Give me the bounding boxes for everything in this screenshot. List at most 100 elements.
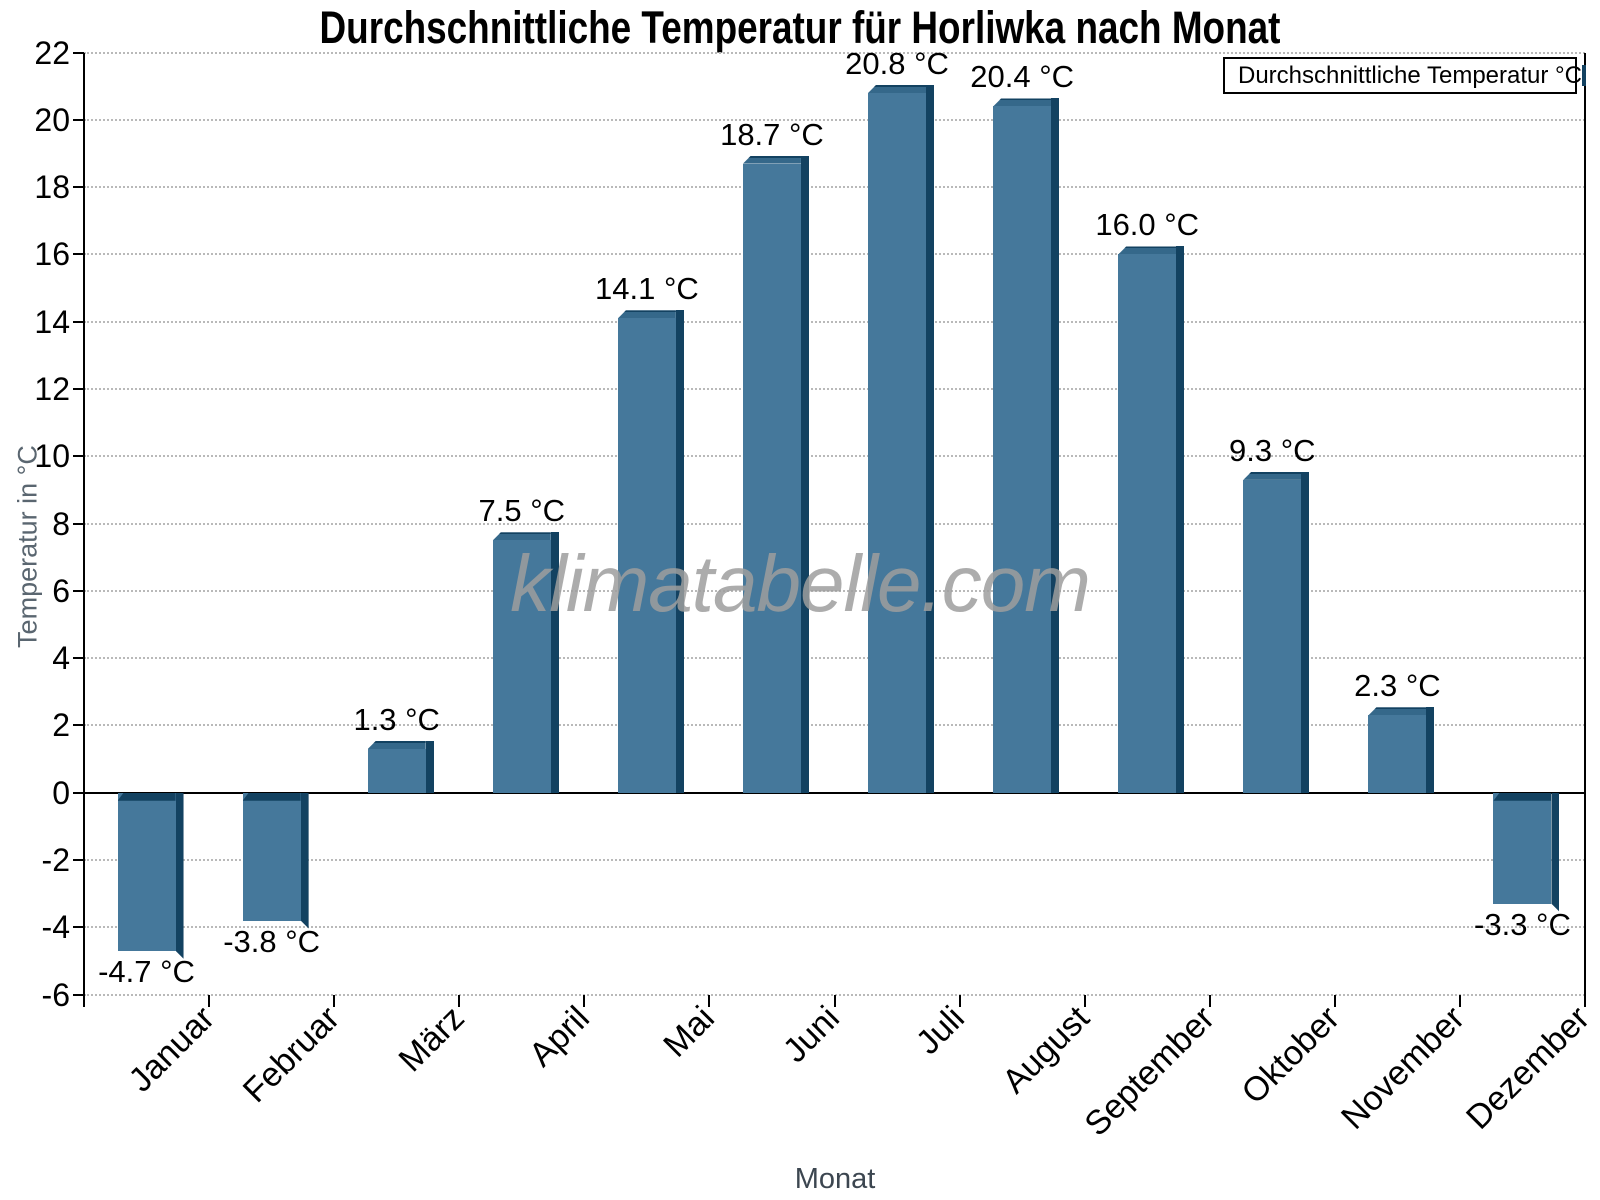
bar-value-label-juli: 20.8 °C: [845, 45, 949, 81]
x-tick-7: [958, 994, 961, 1007]
y-tick--6: [73, 993, 84, 996]
y-tick--2: [73, 858, 84, 861]
x-tick-11: [1458, 994, 1461, 1007]
gridline-20: [84, 118, 1585, 121]
chart-title: Durchschnittliche Temperatur für Horliwk…: [319, 2, 1281, 53]
bar-juli: [868, 84, 935, 793]
y-tick-20: [73, 118, 84, 121]
gridline-14: [84, 320, 1585, 323]
y-tick-14: [73, 320, 84, 323]
bar-face: [742, 163, 801, 793]
y-tick-label--2: -2: [41, 841, 70, 878]
x-tick-10: [1333, 994, 1336, 1007]
bar-value-label-april: 7.5 °C: [478, 493, 566, 529]
gridline--4: [84, 926, 1585, 929]
bar-value-label-oktober: 9.3 °C: [1229, 432, 1316, 468]
watermark: klimatabelle.com: [510, 539, 1091, 628]
bar-top-face: [617, 310, 676, 319]
bar-top-face: [117, 792, 176, 801]
bar-value-label-november: 2.3 °C: [1354, 668, 1441, 704]
bar-value-label-märz: 1.3 °C: [353, 701, 440, 737]
bar-september: [1118, 246, 1185, 793]
bar-side-face: [1176, 246, 1185, 793]
gridline-12: [84, 388, 1585, 391]
y-tick-label--6: -6: [41, 976, 70, 1013]
gridline-16: [84, 253, 1585, 256]
y-tick-label-2: 2: [52, 707, 70, 744]
y-tick-label-6: 6: [52, 572, 70, 609]
legend: Durchschnittliche Temperatur °C: [1223, 57, 1586, 94]
bar-side-face: [1551, 793, 1559, 912]
bar-februar: [242, 792, 309, 929]
y-tick--4: [73, 926, 84, 929]
bar-value-label-februar: -3.8 °C: [223, 923, 321, 959]
bar-side-face: [425, 740, 434, 793]
bar-face: [1493, 792, 1552, 904]
y-axis-line: [83, 52, 85, 1007]
y-tick-label--4: -4: [41, 909, 70, 946]
x-tick-5: [708, 994, 711, 1007]
y-tick-label-16: 16: [34, 236, 70, 273]
bar-märz: [367, 740, 434, 793]
bar-side-face: [926, 84, 935, 793]
bar-top-face: [868, 84, 927, 93]
bar-face: [117, 792, 176, 951]
bar-value-label-januar: -4.7 °C: [98, 953, 195, 989]
bar-face: [367, 748, 426, 793]
bar-april: [492, 532, 559, 793]
y-tick-label-0: 0: [52, 774, 70, 811]
bar-side-face: [1426, 707, 1435, 793]
gridline-2: [84, 724, 1585, 727]
bar-value-label-september: 16.0 °C: [1095, 207, 1200, 243]
bar-value-label-juni: 18.7 °C: [720, 116, 824, 152]
y-tick-label-10: 10: [34, 438, 70, 475]
x-tick-3: [458, 994, 461, 1007]
gridline-18: [84, 186, 1585, 189]
bar-face: [868, 92, 927, 793]
bar-top-face: [1118, 246, 1177, 255]
y-tick-0: [73, 791, 84, 794]
zero-baseline: [84, 791, 1585, 794]
y-tick-label-14: 14: [34, 303, 70, 340]
y-tick-4: [73, 657, 84, 660]
bar-face: [617, 318, 676, 793]
y-tick-label-8: 8: [52, 505, 70, 542]
bar-side-face: [1301, 471, 1310, 793]
bar-side-face: [1051, 98, 1060, 793]
bar-top-face: [242, 792, 301, 801]
x-tick-1: [208, 994, 211, 1007]
y-tick-16: [73, 253, 84, 256]
bar-value-label-dezember: -3.3 °C: [1474, 906, 1571, 942]
bar-oktober: [1243, 471, 1310, 793]
x-tick-2: [333, 994, 336, 1007]
bar-face: [242, 792, 301, 921]
bar-top-face: [1243, 471, 1302, 480]
gridline-8: [84, 522, 1585, 525]
y-tick-10: [73, 455, 84, 458]
bar-value-label-mai: 14.1 °C: [595, 271, 699, 307]
y-tick-18: [73, 186, 84, 189]
x-axis-title: Monat: [794, 1163, 876, 1195]
bar-side-face: [550, 532, 559, 793]
legend-swatch-icon: [1581, 65, 1586, 86]
bar-dezember: [1493, 792, 1559, 912]
x-tick-6: [833, 994, 836, 1007]
y-tick-label-18: 18: [34, 169, 70, 206]
bar-top-face: [492, 532, 551, 541]
bar-face: [492, 540, 551, 793]
bar-face: [993, 106, 1052, 793]
bar-side-face: [675, 310, 684, 793]
x-tick-8: [1083, 994, 1086, 1007]
y-tick-2: [73, 724, 84, 727]
bar-value-label-august: 20.4 °C: [970, 59, 1074, 95]
bar-top-face: [1493, 792, 1552, 801]
bar-side-face: [301, 793, 309, 929]
bar-august: [993, 98, 1060, 793]
bar-face: [1118, 254, 1177, 793]
x-tick-9: [1208, 994, 1211, 1007]
y-tick-6: [73, 589, 84, 592]
y-tick-label-12: 12: [34, 371, 70, 408]
gridline-6: [84, 589, 1585, 592]
y-tick-label-22: 22: [34, 34, 70, 71]
bar-top-face: [993, 98, 1052, 107]
